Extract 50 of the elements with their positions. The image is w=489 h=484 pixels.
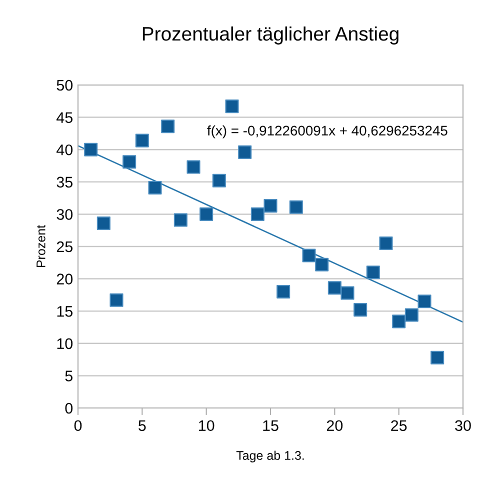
point [302, 248, 316, 262]
point [430, 350, 444, 364]
point [84, 142, 98, 156]
y-tick-label: 20 [56, 274, 73, 284]
x-tick-label: 0 [74, 420, 82, 432]
point [161, 120, 175, 134]
point [392, 314, 406, 328]
y-tick-label: 30 [56, 209, 73, 220]
point [186, 160, 200, 174]
y-tick-label: 45 [56, 112, 72, 123]
point [289, 200, 303, 214]
point [264, 199, 278, 213]
point [110, 293, 124, 307]
point [122, 155, 136, 169]
point [418, 294, 432, 308]
point [404, 308, 418, 322]
point [276, 284, 290, 298]
point [96, 216, 110, 230]
y-tick-label: 25 [56, 241, 72, 252]
x-axis-title: Tage ab 1.3. [236, 450, 304, 462]
point [366, 266, 380, 280]
point [328, 281, 342, 295]
point [250, 207, 264, 221]
y-tick-label: 40 [56, 144, 73, 156]
point [340, 286, 354, 300]
x-tick-label: 20 [326, 420, 343, 432]
point [354, 303, 368, 317]
y-tick-label: 0 [65, 402, 73, 414]
y-tick-label: 5 [65, 370, 72, 382]
y-axis-title: Prozent [36, 225, 46, 268]
point [135, 134, 149, 148]
x-tick-label: 15 [263, 420, 278, 432]
point [225, 100, 239, 114]
point [379, 236, 393, 250]
annotation: f(x) = -0,912260091x + 40,6296253245 [207, 125, 448, 138]
point [212, 174, 226, 188]
point [238, 145, 252, 159]
point [200, 207, 214, 221]
y-tick-label: 50 [56, 80, 73, 91]
y-tick-label: 15 [57, 306, 72, 317]
x-tick-label: 10 [199, 420, 214, 432]
point [315, 258, 329, 272]
x-tick-label: 5 [138, 420, 146, 432]
point [148, 180, 162, 194]
x-tick-label: 25 [391, 420, 407, 432]
y-tick-label: 35 [56, 176, 72, 188]
point [174, 213, 188, 227]
chart-title: Prozentualer täglicher Anstieg [142, 26, 398, 45]
y-tick-label: 10 [57, 338, 73, 350]
x-tick-label: 30 [455, 420, 471, 432]
